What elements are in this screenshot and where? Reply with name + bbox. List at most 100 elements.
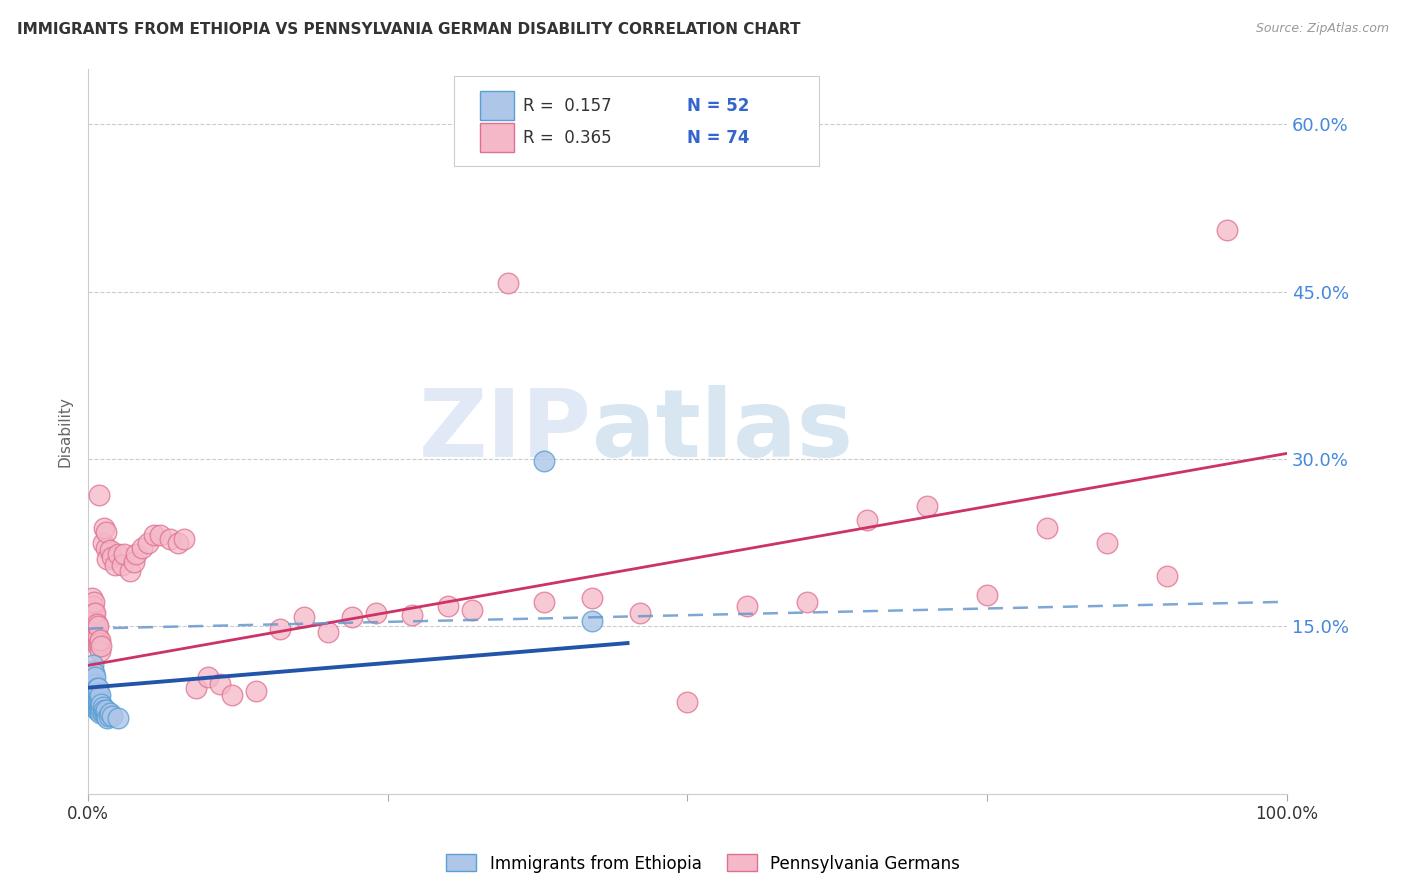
- Point: [84, 669, 107, 683]
- Point: [87, 703, 110, 717]
- Point: [83, 614, 105, 628]
- Point: [496, 276, 519, 290]
- Point: [83, 622, 105, 636]
- Point: [94, 541, 117, 556]
- Text: R =  0.365: R = 0.365: [523, 128, 612, 147]
- Point: [111, 558, 134, 572]
- Point: [103, 558, 125, 572]
- Point: [87, 619, 110, 633]
- Point: [245, 684, 267, 698]
- Point: [96, 711, 118, 725]
- Point: [82, 684, 104, 698]
- Point: [915, 499, 938, 513]
- Text: Source: ZipAtlas.com: Source: ZipAtlas.com: [1256, 22, 1389, 36]
- Point: [83, 631, 105, 645]
- Point: [94, 703, 117, 717]
- Point: [84, 689, 107, 703]
- Bar: [479, 91, 513, 120]
- Point: [80, 681, 103, 695]
- Point: [159, 533, 181, 547]
- Point: [89, 689, 111, 703]
- Point: [84, 617, 107, 632]
- Point: [628, 606, 651, 620]
- Point: [976, 588, 998, 602]
- Point: [533, 454, 555, 468]
- Point: [82, 689, 104, 703]
- Point: [86, 686, 108, 700]
- Point: [87, 698, 110, 712]
- Point: [269, 622, 291, 636]
- Point: [82, 677, 104, 691]
- Point: [173, 533, 195, 547]
- Point: [86, 691, 108, 706]
- Point: [184, 681, 207, 695]
- Point: [87, 691, 110, 706]
- Point: [581, 591, 603, 606]
- Point: [80, 602, 103, 616]
- Point: [96, 552, 118, 566]
- Point: [83, 595, 105, 609]
- Point: [98, 543, 121, 558]
- Point: [364, 606, 387, 620]
- Point: [461, 602, 484, 616]
- Point: [167, 535, 190, 549]
- Point: [82, 664, 104, 678]
- Text: N = 74: N = 74: [688, 128, 749, 147]
- Point: [83, 681, 105, 695]
- Point: [84, 695, 107, 709]
- Text: ZIP: ZIP: [419, 385, 592, 477]
- Text: IMMIGRANTS FROM ETHIOPIA VS PENNSYLVANIA GERMAN DISABILITY CORRELATION CHART: IMMIGRANTS FROM ETHIOPIA VS PENNSYLVANIA…: [17, 22, 800, 37]
- Point: [84, 684, 107, 698]
- Point: [1156, 569, 1178, 583]
- Point: [89, 699, 111, 714]
- Point: [112, 547, 135, 561]
- Point: [136, 535, 159, 549]
- Point: [87, 631, 110, 645]
- Point: [1036, 521, 1059, 535]
- Point: [84, 699, 107, 714]
- Point: [856, 513, 879, 527]
- Point: [86, 617, 108, 632]
- Point: [87, 488, 110, 502]
- Bar: [479, 123, 513, 153]
- Point: [94, 706, 117, 721]
- Point: [436, 599, 458, 614]
- Point: [83, 606, 105, 620]
- Point: [83, 666, 105, 681]
- Point: [90, 640, 112, 654]
- Point: [84, 632, 107, 647]
- Point: [86, 636, 108, 650]
- Point: [87, 686, 110, 700]
- Point: [83, 684, 105, 698]
- Point: [122, 555, 145, 569]
- Point: [87, 698, 110, 712]
- Point: [91, 706, 114, 721]
- Point: [83, 695, 105, 709]
- Point: [737, 599, 759, 614]
- Point: [82, 658, 104, 673]
- Point: [89, 695, 111, 709]
- Point: [90, 698, 112, 712]
- Point: [676, 695, 699, 709]
- Text: atlas: atlas: [592, 385, 852, 477]
- Point: [581, 614, 603, 628]
- Point: [93, 521, 115, 535]
- Text: N = 52: N = 52: [688, 97, 749, 115]
- Point: [316, 624, 339, 639]
- Point: [87, 703, 110, 717]
- Point: [87, 640, 110, 654]
- Point: [80, 673, 103, 687]
- Point: [84, 606, 107, 620]
- Point: [82, 614, 104, 628]
- Point: [107, 547, 129, 561]
- Point: [84, 624, 107, 639]
- Point: [86, 698, 108, 712]
- Point: [131, 541, 153, 556]
- Point: [82, 622, 104, 636]
- Point: [91, 535, 114, 549]
- Point: [84, 677, 107, 691]
- Point: [533, 595, 555, 609]
- Point: [89, 644, 111, 658]
- Point: [83, 675, 105, 690]
- Point: [82, 669, 104, 683]
